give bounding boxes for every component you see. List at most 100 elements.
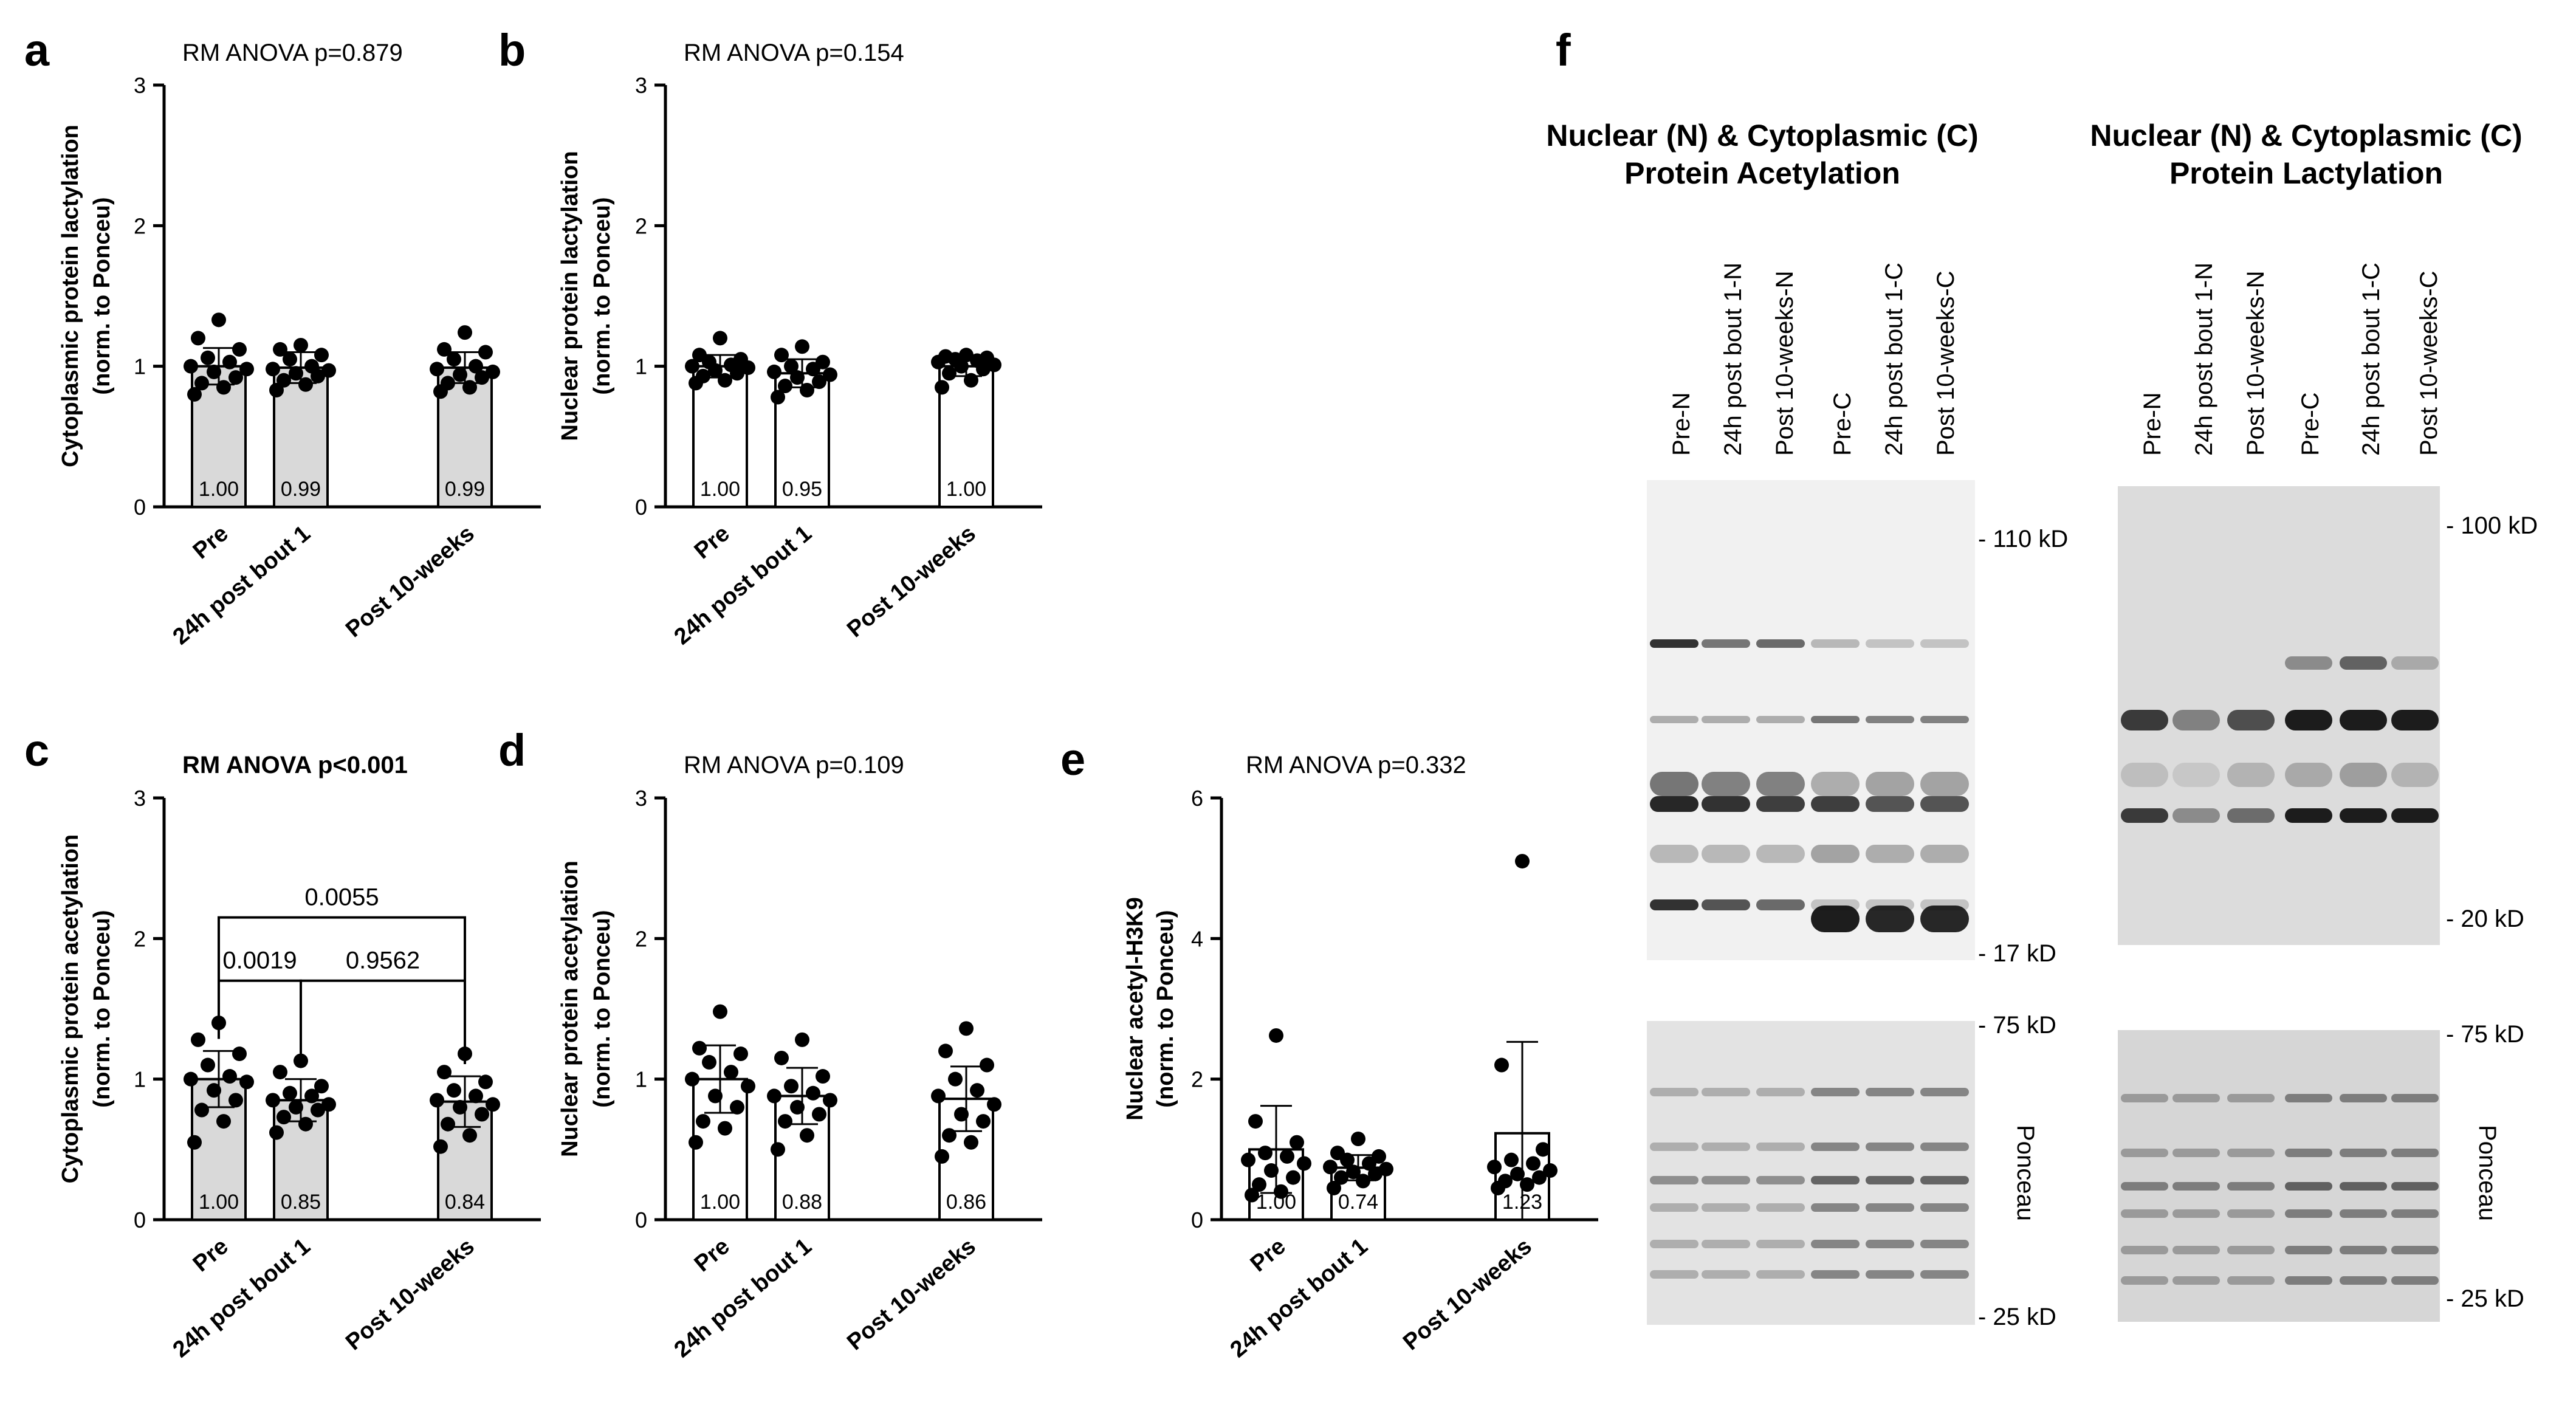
data-point [702, 1054, 716, 1070]
data-point [1487, 1160, 1502, 1175]
ponceau-band [2121, 1209, 2168, 1218]
ponceau-band [2391, 1276, 2439, 1285]
data-point [321, 363, 336, 378]
ponceau-band [2227, 1209, 2275, 1218]
ponceau-band [2172, 1182, 2220, 1191]
data-point [790, 370, 805, 385]
data-point [1379, 1161, 1393, 1177]
data-point [1248, 1114, 1263, 1129]
mw-marker-right-20: - 20 kD [2446, 906, 2524, 932]
data-point [938, 1043, 953, 1059]
ponceau-band [1650, 1270, 1698, 1279]
data-point [812, 1107, 826, 1122]
data-point [942, 366, 957, 381]
data-point [1334, 1170, 1348, 1185]
ponceau-band [1920, 1176, 1969, 1184]
data-point [207, 1083, 221, 1098]
anova-label: RM ANOVA p=0.332 [1246, 752, 1466, 778]
protein-band [2172, 763, 2220, 787]
y-tick-label: 3 [635, 786, 647, 811]
data-point [184, 359, 198, 374]
ponceau-band [1866, 1203, 1914, 1212]
data-point [437, 1065, 452, 1080]
data-point [187, 387, 202, 402]
lane-label-left: Pre-C [1829, 393, 1856, 456]
protein-band [2172, 710, 2220, 730]
data-point [948, 1071, 963, 1087]
data-point [294, 337, 308, 352]
data-point [1346, 1164, 1361, 1180]
data-point [469, 359, 483, 374]
anova-label: RM ANOVA p=0.109 [684, 752, 904, 778]
ponceau-band [2285, 1246, 2332, 1254]
y-tick-label: 0 [134, 495, 146, 520]
protein-band [1920, 796, 1969, 812]
data-point [1356, 1174, 1370, 1189]
protein-band [1920, 906, 1969, 932]
bar-value-label: 0.88 [782, 1191, 822, 1214]
y-tick-label: 1 [134, 354, 146, 379]
data-point [486, 1097, 500, 1112]
protein-band [2227, 763, 2275, 787]
blot-acetylation [1647, 480, 1975, 960]
data-point [800, 382, 814, 397]
blot-title-right: Nuclear (N) & Cytoplasmic (C) [2090, 119, 2522, 153]
y-tick-label: 4 [1191, 926, 1203, 951]
ponceau-band [2391, 1182, 2439, 1191]
ponceau-band [1866, 1240, 1914, 1248]
data-point [987, 1097, 1001, 1112]
data-point [774, 348, 789, 363]
blot-title-left: Nuclear (N) & Cytoplasmic (C) [1546, 119, 1978, 153]
ponceau-band [2285, 1182, 2332, 1191]
protein-band [2391, 763, 2439, 787]
y-tick-label: 1 [635, 1067, 647, 1092]
x-category-label: Pre [690, 521, 735, 565]
protein-band [1702, 796, 1750, 812]
ponceau-band [1650, 1143, 1698, 1151]
ponceau-band [2285, 1094, 2332, 1102]
data-point [935, 1149, 949, 1164]
y-tick-label: 2 [134, 926, 146, 951]
ponceau-stain-right-background [2118, 1030, 2440, 1322]
data-point [1264, 1163, 1279, 1178]
y-tick-label: 3 [134, 73, 146, 98]
protein-band [1702, 639, 1750, 648]
mw-marker-left-25: - 25 kD [1978, 1304, 2056, 1330]
ponceau-stain-left-background [1647, 1021, 1975, 1325]
protein-band [1920, 639, 1969, 648]
bar-value-label: 1.00 [199, 478, 239, 501]
data-point [1351, 1131, 1365, 1146]
y-axis-subtitle: (norm. to Ponceu) [89, 910, 115, 1107]
data-point [207, 364, 221, 379]
data-point [433, 1139, 448, 1154]
ponceau-band [2391, 1246, 2439, 1254]
y-tick-label: 1 [134, 1067, 146, 1092]
y-axis-subtitle: (norm. to Ponceu) [1153, 910, 1178, 1107]
data-point [1245, 1187, 1259, 1203]
data-point [266, 1093, 280, 1108]
data-point [1252, 1177, 1266, 1192]
panel-letter: f [1556, 25, 1571, 75]
protein-band [2391, 808, 2439, 823]
x-category-label: Pre [188, 1234, 233, 1277]
data-point [314, 348, 329, 363]
data-point [980, 1057, 994, 1073]
data-point [437, 342, 452, 357]
protein-band [1756, 772, 1805, 796]
data-point [1290, 1135, 1304, 1150]
protein-band [1702, 716, 1750, 723]
ponceau-band [1702, 1143, 1750, 1151]
protein-band [2227, 710, 2275, 730]
protein-band [1702, 845, 1750, 863]
data-point [1494, 1057, 1509, 1073]
ponceau-band [2340, 1209, 2387, 1218]
data-point [1504, 1152, 1519, 1167]
y-axis-subtitle: (norm. to Ponceu) [589, 197, 615, 394]
protein-band [1866, 845, 1914, 863]
ponceau-band [1811, 1240, 1860, 1248]
y-tick-label: 0 [134, 1208, 146, 1232]
bar-value-label: 1.00 [946, 478, 986, 501]
data-point [771, 1142, 785, 1157]
panel-letter: b [498, 25, 526, 75]
